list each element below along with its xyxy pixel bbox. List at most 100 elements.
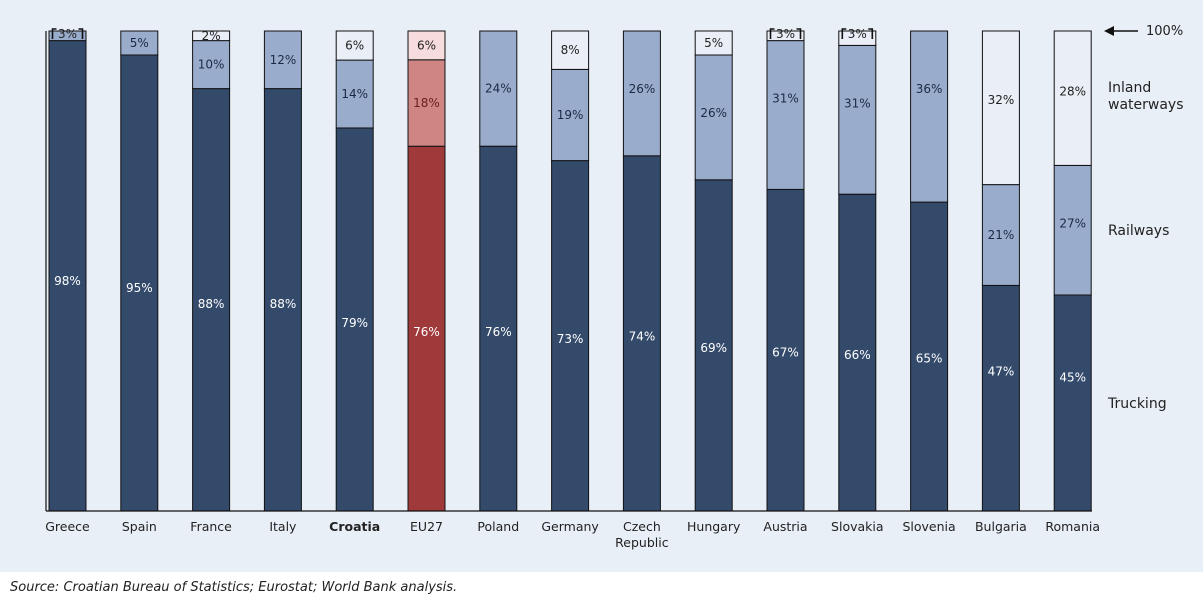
data-label-waterways-croatia: 6% (345, 39, 364, 53)
data-label-trucking-romania: 45% (1059, 370, 1086, 384)
data-label-waterways-hungary: 5% (704, 36, 723, 50)
bar-waterways-france (192, 30, 231, 42)
bar-trucking-hungary (694, 179, 733, 512)
bar-trucking-romania (1053, 294, 1092, 512)
category-label-greece: Greece (45, 519, 90, 534)
category-label-czech-republic-1: Czech (623, 519, 661, 534)
bar-railways-croatia (335, 59, 374, 129)
category-label-france: France (190, 519, 232, 534)
category-label-romania: Romania (1045, 519, 1100, 534)
category-label-bulgaria: Bulgaria (975, 519, 1027, 534)
bar-railways-greece (48, 30, 87, 42)
bar-trucking-slovenia (910, 201, 949, 512)
legend-label-trucking: Trucking (1107, 396, 1167, 412)
data-label-trucking-slovenia: 65% (916, 352, 943, 366)
category-label-eu27: EU27 (410, 519, 443, 534)
data-label-railways-romania: 27% (1059, 216, 1086, 230)
data-label-railways-czech-republic: 26% (629, 82, 656, 96)
bar-waterways-romania (1053, 30, 1092, 166)
bar-waterways-hungary (694, 30, 733, 56)
category-label-hungary: Hungary (687, 519, 741, 534)
bar-railways-bulgaria (981, 184, 1020, 286)
data-label-railways-croatia: 14% (341, 87, 368, 101)
category-label-italy: Italy (269, 519, 297, 534)
bar-waterways-eu27 (407, 30, 446, 61)
bar-waterways-croatia (335, 30, 374, 61)
source-note: Source: Croatian Bureau of Statistics; E… (10, 580, 458, 595)
data-label-railways-spain: 5% (130, 36, 149, 50)
data-label-railways-slovakia: 31% (844, 96, 871, 110)
data-label-trucking-slovakia: 66% (844, 348, 871, 362)
top-label-austria: 3% (776, 27, 795, 41)
data-label-railways-bulgaria: 21% (988, 228, 1015, 242)
top-bracket-right-slovakia (868, 28, 874, 39)
labels-layer: 98% 3% 95% 5% 88% 10% 2% 88% 12% 79% 14% 6% 76% 18% 6%… (51, 27, 1086, 384)
bar-railways-eu27 (407, 59, 446, 147)
top-bracket-right-greece (78, 28, 84, 39)
category-label-austria: Austria (763, 519, 807, 534)
category-label-slovakia: Slovakia (831, 519, 883, 534)
data-label-railways-slovenia: 36% (916, 82, 943, 96)
data-label-trucking-eu27: 76% (413, 325, 440, 339)
category-label-croatia: Croatia (329, 519, 380, 534)
top-bracket-right-austria (796, 28, 802, 39)
data-label-railways-eu27: 18% (413, 96, 440, 110)
data-label-trucking-italy: 88% (270, 297, 297, 311)
top-label-slovakia: 3% (848, 27, 867, 41)
data-label-trucking-poland: 76% (485, 325, 512, 339)
legend-label-railways: Railways (1108, 223, 1169, 239)
bar-trucking-austria (766, 188, 805, 512)
data-label-trucking-france: 88% (198, 297, 225, 311)
data-label-trucking-bulgaria: 47% (988, 365, 1015, 379)
data-label-trucking-germany: 73% (557, 332, 584, 346)
bars-layer (48, 30, 1092, 512)
data-label-trucking-hungary: 69% (700, 341, 727, 355)
bar-railways-romania (1053, 164, 1092, 296)
data-label-trucking-czech-republic: 74% (629, 330, 656, 344)
bar-waterways-slovakia (838, 30, 877, 46)
bar-railways-germany (551, 68, 590, 162)
bar-waterways-germany (551, 30, 590, 70)
bar-waterways-austria (766, 30, 805, 42)
bar-railways-austria (766, 40, 805, 190)
top-bracket-left-austria (769, 28, 775, 39)
bar-railways-italy (263, 30, 302, 90)
category-label-czech-republic-2: Republic (615, 535, 669, 550)
data-label-railways-france: 10% (198, 58, 225, 72)
data-label-railways-poland: 24% (485, 82, 512, 96)
top-label-greece: 3% (58, 27, 77, 41)
data-label-waterways-eu27: 6% (417, 38, 436, 52)
data-label-railways-hungary: 26% (700, 106, 727, 120)
category-label-poland: Poland (477, 519, 519, 534)
data-label-trucking-greece: 98% (54, 274, 81, 288)
bar-railways-spain (120, 30, 159, 56)
reference-arrow-head (1104, 26, 1114, 36)
bar-railways-slovakia (838, 44, 877, 195)
bar-trucking-czech-republic (622, 155, 661, 512)
bar-trucking-poland (479, 145, 518, 512)
data-label-railways-austria: 31% (772, 92, 799, 106)
data-label-railways-italy: 12% (270, 53, 297, 67)
data-label-trucking-croatia: 79% (341, 316, 368, 330)
legend-label-inland-waterways-1: Inland (1108, 80, 1151, 96)
bar-railways-slovenia (910, 30, 949, 203)
data-label-waterways-germany: 8% (561, 43, 580, 57)
data-label-waterways-bulgaria: 32% (988, 93, 1015, 107)
x-axis: Greece Spain France Italy Croatia EU27 Poland G… (45, 31, 1100, 550)
bar-trucking-greece (48, 40, 87, 512)
data-label-railways-germany: 19% (557, 108, 584, 122)
bar-railways-poland (479, 30, 518, 147)
bar-railways-czech-republic (622, 30, 661, 157)
reference-label: 100% (1146, 24, 1183, 39)
bar-trucking-slovakia (838, 193, 877, 512)
data-label-trucking-spain: 95% (126, 281, 153, 295)
data-label-waterways-france: 2% (202, 29, 221, 43)
bar-trucking-bulgaria (981, 284, 1020, 512)
data-label-trucking-austria: 67% (772, 346, 799, 360)
category-label-spain: Spain (122, 519, 157, 534)
top-bracket-left-greece (51, 28, 57, 39)
plot-background (0, 0, 1203, 572)
